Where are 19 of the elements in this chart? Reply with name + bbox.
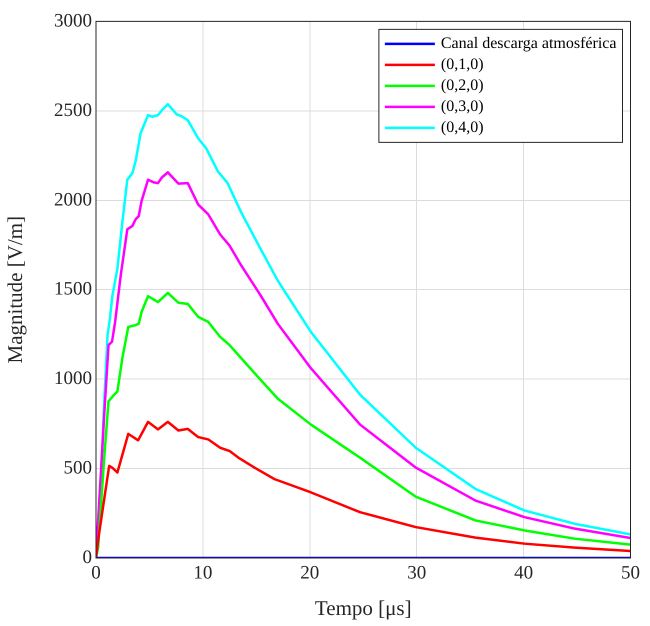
x-tick-label: 30 (407, 562, 426, 584)
y-tick-label: 3000 (54, 10, 92, 32)
y-tick-label: 1000 (54, 368, 92, 390)
x-tick-label: 40 (514, 562, 534, 584)
y-tick-label: 1500 (54, 278, 92, 300)
x-tick-label: 10 (193, 562, 212, 584)
y-tick-label: 500 (64, 458, 92, 479)
legend-label: (0,4,0) (440, 119, 484, 136)
y-tick-label: 2500 (54, 100, 92, 121)
legend-label: (0,2,0) (440, 77, 484, 94)
legend-label: Canal descarga atmosférica (440, 35, 617, 52)
x-tick-label: 50 (621, 562, 640, 584)
y-tick-label: 2000 (54, 189, 92, 210)
legend-label: (0,3,0) (440, 98, 484, 116)
legend-label: (0,1,0) (440, 56, 484, 74)
x-tick-label: 20 (300, 562, 320, 584)
y-tick-label: 0 (82, 546, 92, 568)
y-axis-title: Magnitude [V/m] (3, 216, 28, 364)
x-axis-title: Tempo [μs] (314, 596, 412, 620)
